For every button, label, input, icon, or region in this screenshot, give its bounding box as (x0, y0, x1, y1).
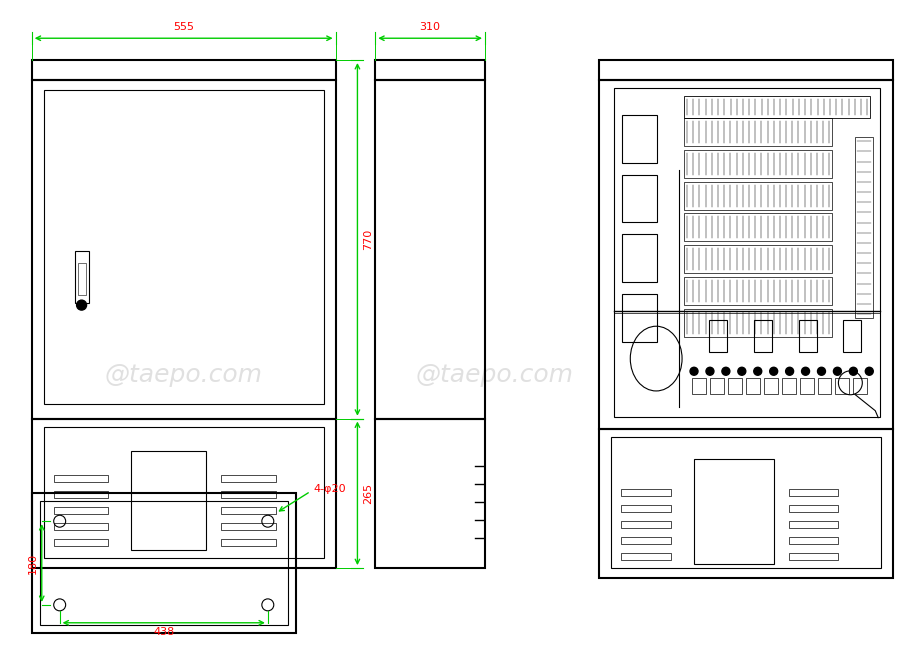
Bar (600, 428, 893, 578)
Bar (788, 553, 838, 560)
Bar (835, 378, 849, 394)
Circle shape (706, 367, 714, 375)
Bar (32, 493, 296, 633)
Bar (622, 521, 671, 528)
Bar (44, 90, 323, 404)
Bar (614, 88, 880, 416)
Text: @taepo.com: @taepo.com (416, 363, 574, 387)
Bar (788, 505, 838, 512)
Bar (600, 80, 893, 428)
Bar (709, 320, 727, 352)
Bar (684, 278, 833, 305)
Text: 265: 265 (364, 483, 373, 504)
Bar (799, 320, 817, 352)
Text: 770: 770 (364, 229, 373, 250)
Circle shape (722, 367, 729, 375)
Bar (788, 537, 838, 544)
Bar (622, 489, 671, 496)
Bar (684, 182, 833, 210)
Bar (132, 450, 206, 550)
Text: 310: 310 (420, 23, 440, 33)
Bar (684, 150, 833, 178)
Bar (376, 418, 484, 568)
Circle shape (834, 367, 842, 375)
Text: 438: 438 (153, 627, 174, 637)
Bar (684, 118, 833, 146)
Bar (32, 60, 335, 80)
Circle shape (76, 300, 87, 310)
Bar (53, 523, 109, 530)
Bar (53, 539, 109, 546)
Bar (32, 80, 335, 418)
Text: 180: 180 (28, 552, 38, 574)
Bar (818, 378, 832, 394)
Bar (788, 489, 838, 496)
Circle shape (786, 367, 794, 375)
Circle shape (753, 367, 762, 375)
Bar (623, 294, 658, 342)
Circle shape (801, 367, 810, 375)
Text: 555: 555 (173, 23, 194, 33)
Bar (622, 553, 671, 560)
Bar (728, 378, 741, 394)
Circle shape (770, 367, 777, 375)
Bar (221, 523, 275, 530)
Bar (844, 320, 861, 352)
Bar (623, 175, 658, 222)
Bar (221, 539, 275, 546)
Bar (694, 459, 774, 564)
Text: 4-φ20: 4-φ20 (314, 484, 346, 494)
Bar (612, 436, 881, 568)
Bar (788, 521, 838, 528)
Bar (856, 137, 873, 318)
Bar (221, 507, 275, 514)
Circle shape (866, 367, 873, 375)
Bar (44, 426, 323, 558)
Bar (600, 60, 893, 80)
Bar (75, 252, 88, 303)
Bar (692, 378, 706, 394)
Bar (77, 264, 86, 295)
Circle shape (849, 367, 857, 375)
Bar (799, 378, 813, 394)
Bar (684, 96, 870, 118)
Bar (684, 214, 833, 242)
Bar (376, 80, 484, 418)
Bar (32, 418, 335, 568)
Circle shape (818, 367, 825, 375)
Bar (684, 246, 833, 274)
Bar (623, 115, 658, 163)
Bar (623, 234, 658, 282)
Bar (753, 320, 772, 352)
Text: @taepo.com: @taepo.com (105, 363, 262, 387)
Bar (53, 475, 109, 482)
Bar (684, 309, 833, 337)
Bar (764, 378, 777, 394)
Bar (53, 507, 109, 514)
Circle shape (690, 367, 698, 375)
Bar (53, 491, 109, 498)
Bar (782, 378, 796, 394)
Bar (40, 501, 287, 625)
Bar (221, 491, 275, 498)
Bar (710, 378, 724, 394)
Bar (622, 537, 671, 544)
Bar (854, 378, 868, 394)
Bar (622, 505, 671, 512)
Bar (221, 475, 275, 482)
Bar (376, 60, 484, 80)
Circle shape (738, 367, 746, 375)
Bar (746, 378, 760, 394)
